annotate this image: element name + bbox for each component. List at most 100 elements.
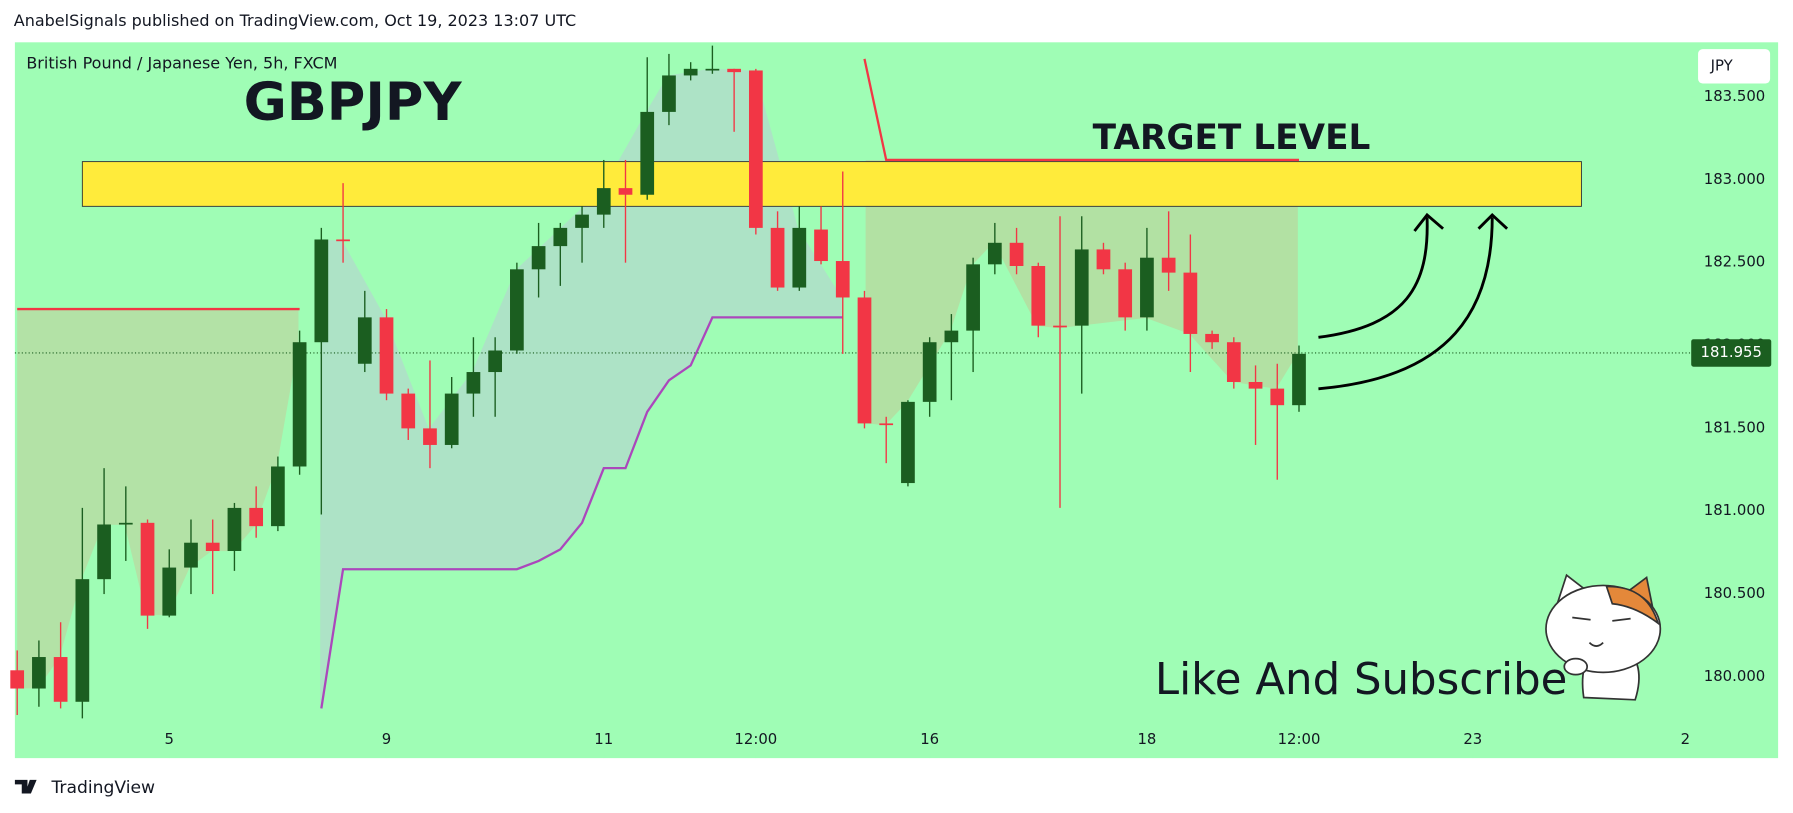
x-tick-label: 11 [594,730,613,748]
candle-body [336,239,350,242]
header: AnabelSignals published on TradingView.c… [14,11,576,30]
candle-body [879,423,894,426]
candle-body [466,372,481,394]
candle-body [705,68,720,71]
candle-body [835,261,850,298]
candle-body [1053,325,1067,328]
candle-body [814,229,828,262]
brand: TradingView [50,778,155,798]
y-tick-label: 180.500 [1704,584,1765,602]
indicator-line [320,316,843,709]
candle-body [1009,242,1024,266]
x-tick-label: 16 [920,730,939,748]
candle-body [857,297,872,424]
candle-body [1161,257,1176,273]
candle-body [292,342,307,467]
candle-body [748,70,763,228]
target-zone [81,161,1582,207]
currency-button[interactable] [1698,49,1771,84]
x-axis: 5 9 11 12:00 16 18 12:00 23 25 [165,730,1691,759]
candle-body [683,68,698,76]
candle-body [618,188,633,195]
candle-body [1118,269,1133,318]
x-tick-label: 18 [1137,730,1156,748]
candle-body [510,269,524,351]
candle-body [205,542,220,551]
candle-body [1096,249,1111,270]
candle-body [1248,381,1263,389]
currency-label[interactable]: JPY [1710,56,1734,74]
candle-body [379,317,394,394]
candle-body [53,657,68,702]
y-tick-label: 180.000 [1704,667,1765,685]
y-tick-label: 181.500 [1704,418,1765,436]
x-tick-label: 12:00 [1278,730,1321,748]
candle-body [1226,342,1241,382]
x-tick-label: 5 [165,730,174,748]
candle-body [1183,272,1198,334]
candle-body [423,428,437,445]
candle-body [987,242,1002,265]
last-price-box [1691,339,1772,367]
symbol-annotation: GBPJPY [244,72,463,133]
x-tick-label: 9 [382,730,391,748]
candle-body [249,507,264,527]
brand-logo [14,779,37,794]
candle-body [1292,353,1306,406]
candle-body [922,342,937,402]
candle-body [1140,257,1154,318]
candle-body [531,246,546,270]
candle-body [140,522,155,616]
shade-area [320,68,842,709]
candle-body [32,657,46,689]
candle-body [357,317,372,364]
candle-body [271,466,285,527]
candle-body [792,227,807,288]
candle-body [1205,333,1219,343]
last-price-label: 181.955 [1700,343,1761,361]
candle-body [575,214,589,228]
candle-body [727,68,741,73]
candle-body [184,542,198,568]
x-tick-label: 23 [1463,730,1482,748]
candle-body [640,111,655,195]
candle-body [966,264,980,331]
candle-body [401,393,416,429]
candle-body [75,579,90,702]
indicator-line [863,58,1299,162]
shade-area [17,309,299,689]
arrows [1318,212,1509,391]
arrow-head [1477,212,1509,230]
arrow-head [1413,212,1445,232]
candle-body [1074,249,1089,326]
cat-sticker [1545,573,1662,701]
candle-body [488,350,503,373]
candle-body [1031,265,1046,326]
y-tick-label: 182.500 [1704,253,1765,271]
candle-body [770,227,785,288]
arrow [1318,217,1429,339]
target-annotation: TARGET LEVEL [1093,118,1371,158]
candle-body [553,227,568,247]
candle-body [444,393,459,445]
y-tick-label: 183.500 [1704,87,1765,105]
candle-body [901,401,915,484]
arrow [1318,217,1494,391]
candle-body [662,75,676,112]
candle-body [596,188,611,215]
candle-body [227,507,242,551]
candle-body [118,522,133,525]
plot-layer [10,45,1691,719]
candle-body [944,330,959,343]
candle-body [314,239,329,343]
y-tick-label: 183.000 [1704,170,1765,188]
candle-body [10,670,25,689]
chart-title: British Pound / Japanese Yen, 5h, FXCM [26,54,337,73]
y-tick-label: 181.000 [1704,501,1765,519]
candle-body [162,567,177,616]
candle-body [97,524,111,580]
x-tick-label: 12:00 [734,730,777,748]
subscribe-annotation: Like And Subscribe [1155,655,1567,705]
candle-body [1270,388,1285,406]
